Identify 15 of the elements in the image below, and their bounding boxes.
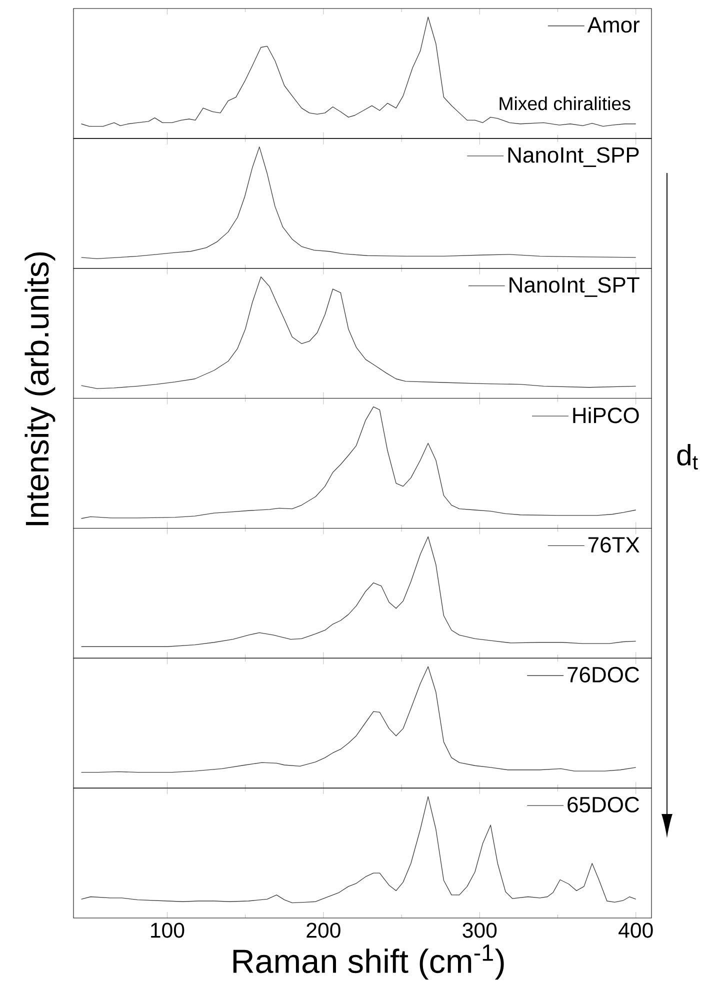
y-axis-title: Intensity (arb.units) [24, 252, 56, 526]
legend-label: HiPCO [573, 407, 639, 424]
annotation: Mixed chiralities [500, 96, 630, 110]
x-tick-label: 200 [306, 922, 340, 938]
legend-label: 65DOC [568, 796, 640, 812]
x-tick-label: 100 [151, 922, 184, 938]
x-axis-title: Raman shift (cm$^{-1}$) [233, 944, 504, 980]
legend-label: NanoInt_SPP [508, 147, 639, 167]
x-tick-label: 300 [462, 922, 497, 938]
legend-label: 76DOC [568, 666, 640, 682]
legend-label: Amor [587, 17, 640, 33]
text: d$_{t}$ [677, 444, 698, 470]
legend-label: NanoInt_SPT [510, 277, 640, 297]
legend-label: 76TX [588, 536, 640, 553]
x-tick-label: 400 [618, 922, 653, 938]
